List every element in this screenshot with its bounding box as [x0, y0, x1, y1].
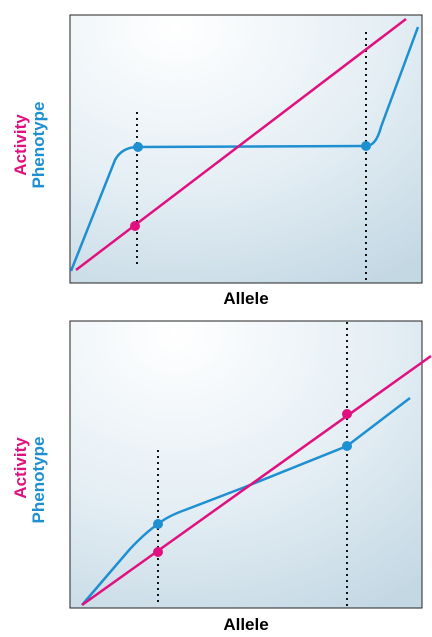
- panel-2-ylabel-activity: Activity: [11, 437, 30, 499]
- panel-2-frame: [69, 320, 423, 609]
- panel-1: Activity Phenotype Allele: [11, 14, 423, 308]
- panel-2-activity-line: [81, 354, 432, 607]
- panel-1-phenotype-point-right: [361, 141, 371, 151]
- panel-1-xlabel: Allele: [223, 289, 268, 308]
- panel-2-activity-point-right: [342, 409, 352, 419]
- panel-2-activity-point-left: [153, 547, 163, 557]
- panel-1-activity-point: [130, 221, 140, 231]
- panel-1-ylabel-phenotype: Phenotype: [29, 102, 48, 189]
- panel-2-xlabel: Allele: [223, 615, 268, 634]
- panel-1-phenotype-curve: [69, 26, 420, 272]
- panel-2: Activity Phenotype Allele: [11, 320, 432, 634]
- panel-2-ylabel-phenotype: Phenotype: [29, 437, 48, 524]
- panel-2-phenotype-point-right: [342, 441, 352, 451]
- panel-1-phenotype-point-left: [133, 142, 143, 152]
- panel-2-phenotype-point-left: [153, 519, 163, 529]
- panel-1-ylabel-activity: Activity: [11, 114, 30, 176]
